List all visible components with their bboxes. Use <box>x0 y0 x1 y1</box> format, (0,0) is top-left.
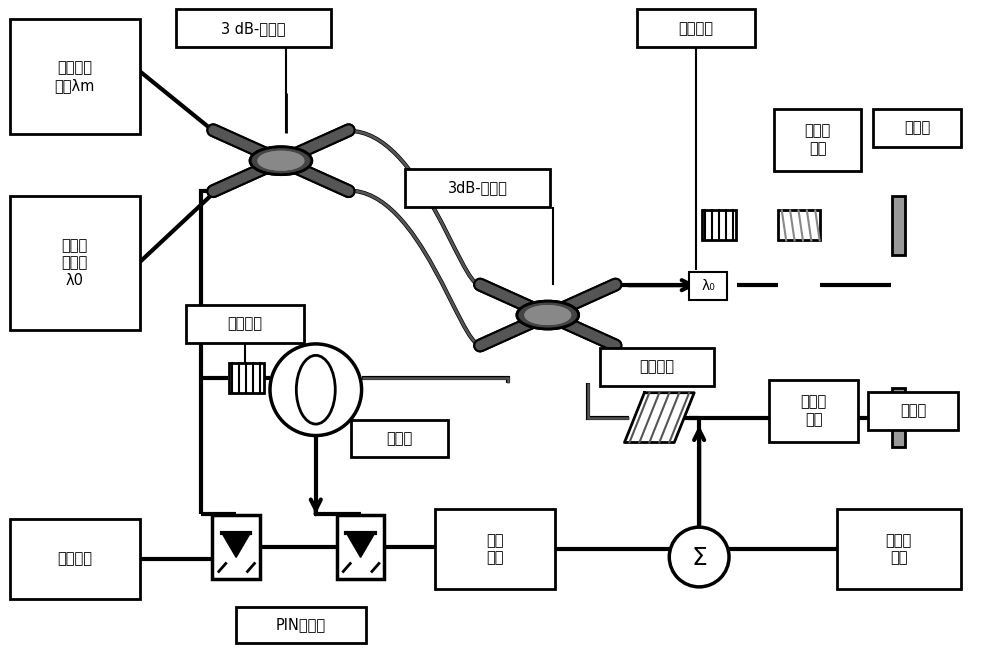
Ellipse shape <box>259 151 303 170</box>
Text: 3 dB-耦合器: 3 dB-耦合器 <box>221 21 286 36</box>
Text: 参考镜: 参考镜 <box>900 403 926 418</box>
Polygon shape <box>222 533 250 558</box>
Bar <box>212 515 260 579</box>
Bar <box>868 392 958 430</box>
Text: λ₀: λ₀ <box>701 279 715 293</box>
Text: 回旋器: 回旋器 <box>386 431 413 446</box>
Ellipse shape <box>525 306 570 324</box>
Bar <box>176 9 331 47</box>
Text: 相位测量: 相位测量 <box>57 552 92 567</box>
Ellipse shape <box>250 147 312 174</box>
Ellipse shape <box>259 151 303 170</box>
Polygon shape <box>346 533 375 558</box>
Bar <box>892 388 905 447</box>
Bar <box>405 168 550 206</box>
Bar <box>873 109 961 147</box>
Bar <box>337 515 384 579</box>
Circle shape <box>669 527 729 587</box>
Ellipse shape <box>250 147 312 174</box>
Bar <box>769 380 858 441</box>
Text: 压电陶瓷: 压电陶瓷 <box>639 359 674 374</box>
Bar <box>351 420 448 458</box>
Text: 测量镜: 测量镜 <box>904 120 930 135</box>
Bar <box>702 210 736 240</box>
Bar <box>637 9 755 47</box>
Bar <box>10 195 140 330</box>
Polygon shape <box>624 392 694 443</box>
Text: 光纤光栅: 光纤光栅 <box>679 21 714 36</box>
Ellipse shape <box>517 301 579 329</box>
Bar <box>837 509 961 589</box>
Text: 伺服
电路: 伺服 电路 <box>486 533 504 565</box>
Bar <box>236 607 366 643</box>
Text: 3dB-耦合器: 3dB-耦合器 <box>448 180 508 195</box>
Text: PIN探测器: PIN探测器 <box>276 617 326 632</box>
Bar <box>774 109 861 170</box>
Bar <box>778 403 820 432</box>
Bar <box>186 305 304 343</box>
Circle shape <box>270 344 362 436</box>
Bar <box>600 348 714 386</box>
Bar <box>435 509 555 589</box>
Text: 信号发
生器: 信号发 生器 <box>886 533 912 565</box>
Bar <box>778 210 820 240</box>
Bar <box>10 519 140 599</box>
Bar <box>10 20 140 134</box>
Text: 自准直
透镜: 自准直 透镜 <box>801 394 827 427</box>
Ellipse shape <box>517 301 579 329</box>
Bar <box>892 195 905 255</box>
Text: 自准直
透镜: 自准直 透镜 <box>805 123 831 156</box>
Ellipse shape <box>296 355 335 424</box>
Text: $\Sigma$: $\Sigma$ <box>691 546 707 570</box>
Bar <box>229 363 264 392</box>
Ellipse shape <box>525 306 570 324</box>
Bar <box>689 272 727 300</box>
Text: 可調谐激
光器λm: 可調谐激 光器λm <box>55 60 95 93</box>
Text: 光纤光栅: 光纤光栅 <box>228 317 263 332</box>
Text: 半导体
激光器
λ0: 半导体 激光器 λ0 <box>62 238 88 288</box>
